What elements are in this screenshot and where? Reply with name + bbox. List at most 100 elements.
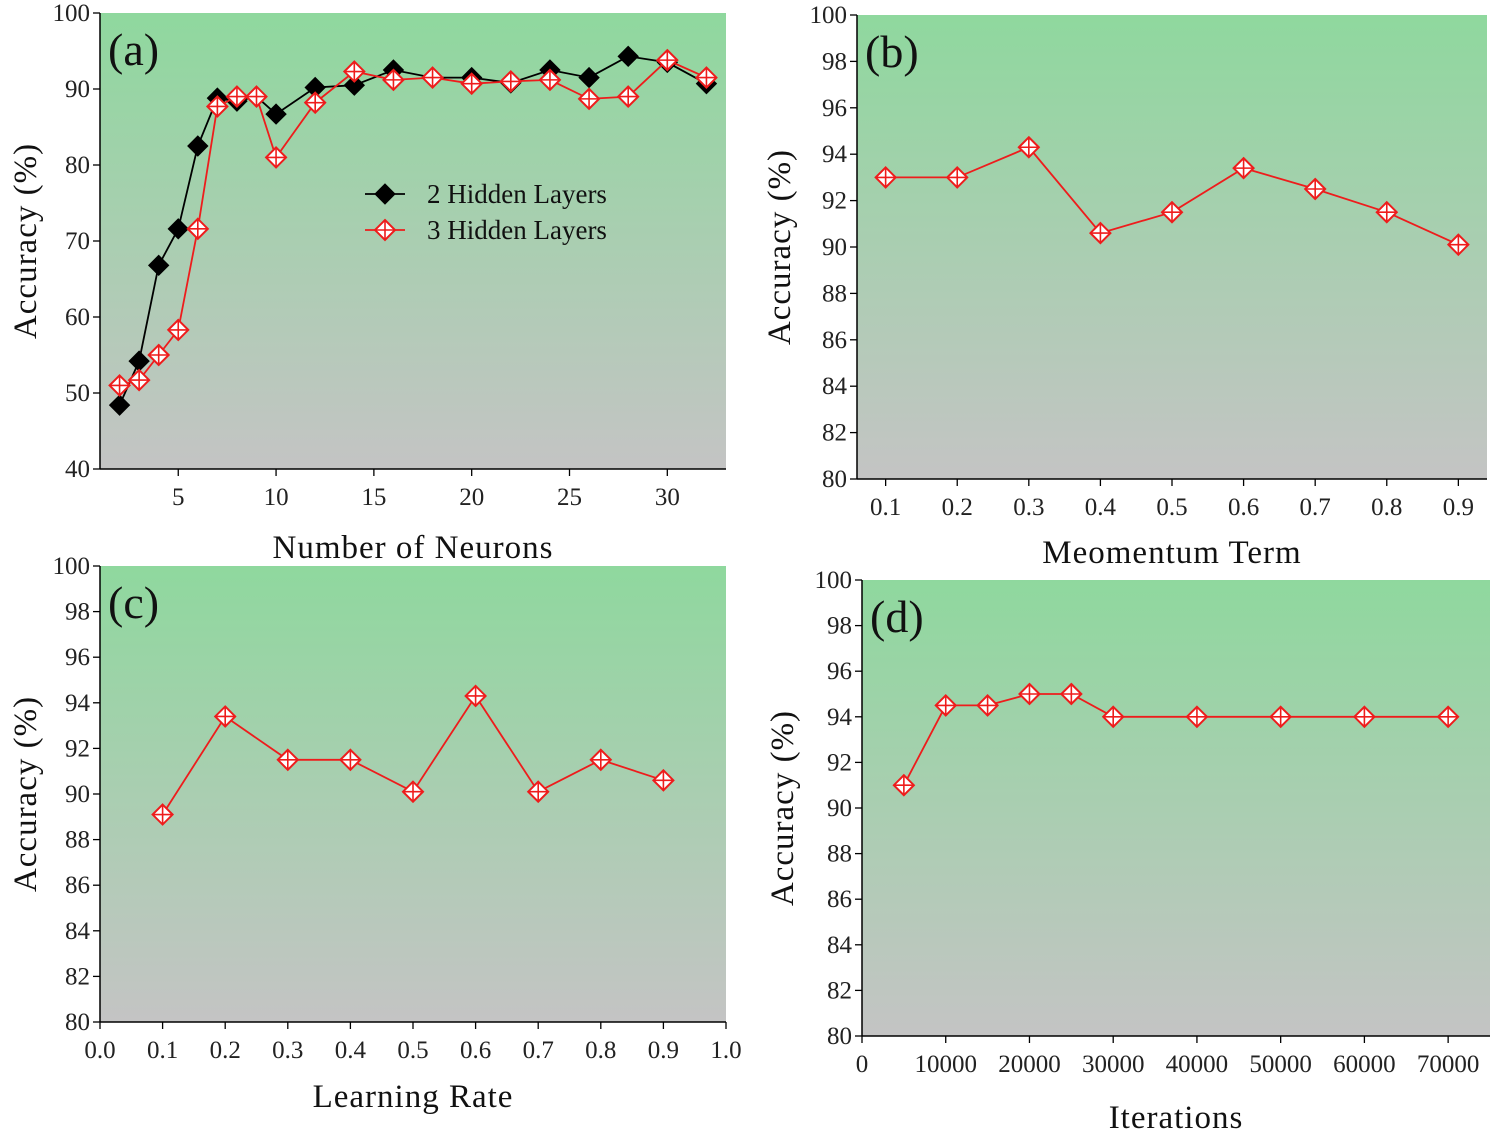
y-tick-label: 84 bbox=[827, 932, 853, 959]
x-tick-label: 0.3 bbox=[272, 1037, 303, 1064]
y-tick-label: 80 bbox=[65, 152, 90, 179]
y-tick-label: 90 bbox=[822, 234, 847, 261]
data-point bbox=[1446, 233, 1470, 257]
data-point bbox=[499, 69, 523, 93]
plot-background bbox=[857, 15, 1487, 479]
x-tick-label: 0.0 bbox=[84, 1037, 115, 1064]
data-point bbox=[1017, 135, 1041, 159]
data-point bbox=[976, 693, 1000, 717]
x-tick-label: 0.2 bbox=[210, 1037, 241, 1064]
data-point bbox=[1088, 221, 1112, 245]
panel-d: 80 82 84 86 88 90 92 94 96 98 100 0 10000 20000 30000 4… bbox=[765, 567, 1490, 1136]
x-tick-label: 20000 bbox=[998, 1051, 1061, 1078]
data-point bbox=[1185, 705, 1209, 729]
data-point bbox=[401, 780, 425, 804]
y-tick-label: 92 bbox=[65, 735, 90, 762]
panel-label: (b) bbox=[865, 26, 919, 77]
x-tick-label: 0.7 bbox=[1300, 494, 1331, 521]
panel-a: 40 50 60 70 80 90 100 5 10 15 20 25 30 Number of Neur… bbox=[8, 0, 726, 566]
legend-marker bbox=[374, 183, 396, 205]
y-tick-label: 84 bbox=[65, 918, 91, 945]
legend: 2 Hidden Layers 3 Hidden Layers bbox=[365, 179, 607, 245]
x-tick-label: 1.0 bbox=[710, 1037, 741, 1064]
x-tick-label: 0 bbox=[856, 1051, 869, 1078]
y-tick-label: 96 bbox=[65, 644, 90, 671]
x-tick-label: 20 bbox=[459, 484, 484, 511]
panel-b: 80 82 84 86 88 90 92 94 96 98 100 0.1 0.2 0.3 0.4 0.5 0.… bbox=[762, 2, 1487, 571]
data-point bbox=[147, 254, 170, 277]
x-tick-label: 0.1 bbox=[870, 494, 901, 521]
y-tick-label: 94 bbox=[65, 690, 91, 717]
y-tick-label: 86 bbox=[827, 886, 852, 913]
y-tick-label: 94 bbox=[827, 704, 853, 731]
y-tick-label: 96 bbox=[822, 95, 847, 122]
legend-label: 2 Hidden Layers bbox=[427, 179, 607, 209]
y-tick-label: 90 bbox=[65, 76, 90, 103]
y-axis-title: Accuracy (%) bbox=[8, 696, 44, 892]
data-point bbox=[187, 135, 209, 157]
y-tick-label: 80 bbox=[822, 466, 847, 493]
plot-background bbox=[862, 580, 1490, 1036]
data-point bbox=[338, 748, 362, 772]
y-tick-label: 92 bbox=[822, 188, 847, 215]
data-point bbox=[1160, 200, 1184, 224]
legend-marker bbox=[373, 218, 397, 242]
y-tick-label: 84 bbox=[822, 373, 848, 400]
x-axis-title: Iterations bbox=[1109, 1100, 1244, 1136]
data-point bbox=[343, 74, 366, 96]
data-point bbox=[186, 217, 210, 241]
x-tick-label: 10 bbox=[264, 484, 289, 511]
data-point bbox=[1352, 705, 1376, 729]
data-point bbox=[382, 68, 405, 92]
data-point bbox=[1375, 200, 1399, 224]
data-point bbox=[1018, 682, 1041, 706]
series-line-0 bbox=[903, 693, 1449, 786]
y-axis-title: Accuracy (%) bbox=[8, 143, 44, 339]
x-tick-label: 0.3 bbox=[1013, 494, 1044, 521]
y-tick-label: 90 bbox=[65, 781, 90, 808]
y-tick-label: 80 bbox=[65, 1009, 90, 1036]
data-point bbox=[651, 768, 675, 792]
y-axis-title: Accuracy (%) bbox=[762, 149, 798, 345]
data-point bbox=[265, 103, 287, 125]
data-point bbox=[577, 87, 601, 111]
y-tick-label: 88 bbox=[822, 280, 847, 307]
x-tick-label: 15 bbox=[361, 484, 386, 511]
data-point bbox=[205, 95, 229, 118]
data-point bbox=[464, 684, 488, 708]
data-point bbox=[264, 145, 288, 169]
x-tick-label: 0.2 bbox=[942, 494, 973, 521]
data-point bbox=[616, 85, 640, 109]
data-point bbox=[934, 693, 958, 717]
x-tick-label: 0.5 bbox=[1156, 494, 1187, 521]
x-tick-label: 0.5 bbox=[397, 1037, 428, 1064]
panel-label: (d) bbox=[870, 591, 924, 642]
data-point bbox=[874, 165, 898, 189]
data-point bbox=[1101, 705, 1125, 729]
y-tick-label: 88 bbox=[827, 841, 852, 868]
data-point bbox=[213, 705, 237, 728]
y-tick-label: 82 bbox=[65, 963, 90, 990]
x-tick-label: 60000 bbox=[1333, 1051, 1396, 1078]
data-point bbox=[655, 48, 679, 72]
x-tick-label: 70000 bbox=[1417, 1051, 1480, 1078]
y-tick-label: 100 bbox=[810, 2, 848, 29]
data-point bbox=[166, 318, 190, 342]
x-tick-label: 30 bbox=[655, 484, 680, 511]
data-point bbox=[892, 773, 916, 797]
data-point bbox=[245, 85, 268, 109]
x-tick-label: 0.9 bbox=[1443, 494, 1474, 521]
data-point bbox=[1059, 682, 1083, 706]
x-tick-label: 0.8 bbox=[585, 1037, 616, 1064]
x-tick-label: 0.4 bbox=[1085, 494, 1117, 521]
y-axis-title: Accuracy (%) bbox=[765, 710, 801, 906]
y-tick-label: 96 bbox=[827, 658, 852, 685]
y-tick-label: 100 bbox=[815, 567, 853, 594]
data-point bbox=[695, 66, 718, 90]
y-tick-label: 98 bbox=[822, 48, 847, 75]
data-point bbox=[1269, 705, 1293, 729]
legend-label: 3 Hidden Layers bbox=[427, 215, 607, 245]
data-point bbox=[342, 60, 366, 83]
x-axis-title: Learning Rate bbox=[313, 1079, 514, 1115]
